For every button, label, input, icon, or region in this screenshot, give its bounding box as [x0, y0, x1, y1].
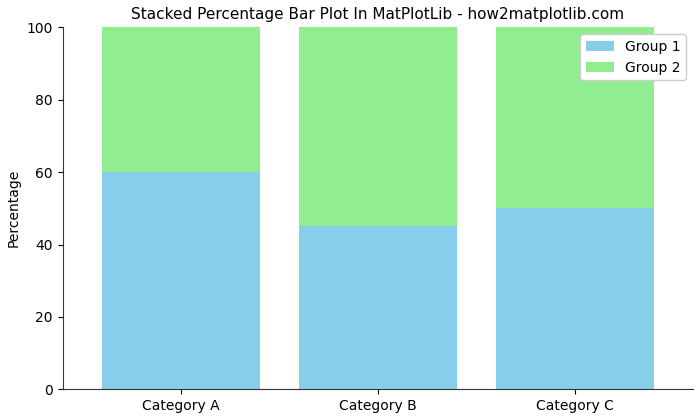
Bar — [102, 27, 260, 172]
Bar — [299, 226, 456, 389]
Y-axis label: Percentage: Percentage — [7, 169, 21, 247]
Bar — [496, 208, 654, 389]
Bar — [102, 172, 260, 389]
Bar — [299, 27, 456, 226]
Title: Stacked Percentage Bar Plot In MatPlotLib - how2matplotlib.com: Stacked Percentage Bar Plot In MatPlotLi… — [132, 7, 624, 22]
Legend: Group 1, Group 2: Group 1, Group 2 — [580, 34, 686, 80]
Bar — [496, 27, 654, 208]
